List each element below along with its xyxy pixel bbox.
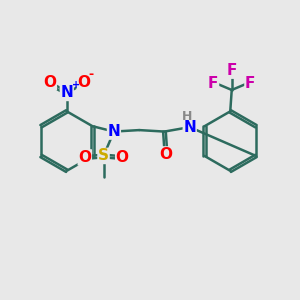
Text: O: O [43, 75, 56, 90]
Text: F: F [226, 63, 237, 78]
Text: O: O [116, 150, 129, 165]
Text: -: - [89, 68, 94, 81]
Text: N: N [60, 85, 73, 100]
Text: S: S [98, 148, 109, 164]
Text: O: O [159, 147, 172, 162]
Text: F: F [208, 76, 218, 91]
Text: F: F [245, 76, 255, 91]
Text: O: O [78, 150, 91, 165]
Text: N: N [183, 120, 196, 135]
Text: +: + [72, 80, 80, 90]
Text: N: N [107, 124, 120, 139]
Text: H: H [182, 110, 192, 123]
Text: O: O [77, 75, 90, 90]
